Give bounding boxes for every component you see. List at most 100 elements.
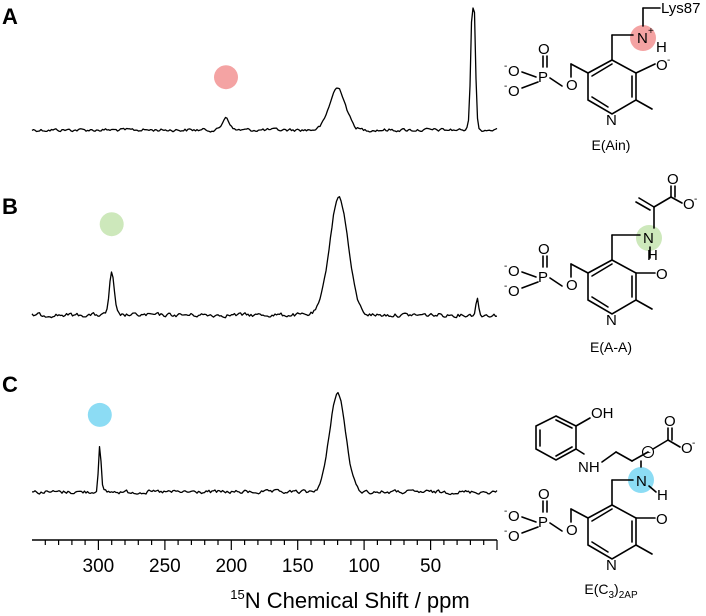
structure-a-ring: [587, 59, 637, 115]
structure-c-o-right-charge: -: [692, 438, 695, 449]
structure-b-h-label: H: [647, 247, 658, 264]
structure-a-bond-op: [549, 77, 563, 87]
structure-a-bond-methyl: [635, 99, 653, 110]
structure-c-n-label: N: [636, 473, 647, 490]
spectrum-panel-c: [32, 391, 498, 496]
structure-b-ring-double: [591, 296, 609, 308]
structure-c-bond-ch2a: [601, 451, 617, 463]
spectrum-panel-b: [31, 196, 498, 319]
peak-marker-a: [214, 65, 238, 90]
spectra-group: [31, 7, 498, 496]
x-tick-label: 200: [215, 556, 247, 577]
x-tick-label: 300: [83, 556, 115, 577]
panel-letter-b: B: [2, 194, 18, 219]
structure-b-bond-op: [549, 277, 563, 287]
structure-c-caption-sub2: 2AP: [619, 590, 638, 601]
structure-c-po-bottom-charge: -: [504, 526, 507, 537]
structure-c-oh-label: OH: [591, 405, 614, 422]
spectrum-panel-a: [31, 7, 498, 133]
structure-b-ester-o: O: [566, 277, 578, 294]
panel-letter-a: A: [2, 4, 18, 29]
structure-c-highlight: [628, 467, 654, 493]
structure-b-o-right: O: [683, 196, 695, 213]
structure-c-po-left: O: [508, 508, 520, 525]
structure-a-ester-o: O: [566, 77, 578, 94]
structure-a-caption: E(Ain): [592, 137, 631, 153]
structure-c-bond-ch2o: [570, 508, 589, 519]
structure-b-o-top: O: [667, 171, 679, 188]
structure-a-po-left-charge: -: [504, 61, 507, 72]
structure-a-lys-label: Lys87: [661, 0, 700, 17]
structure-b-po-bottom: O: [508, 283, 520, 300]
structure-c-p-label: P: [538, 514, 548, 531]
structure-b-ring: [587, 259, 637, 315]
structure-c-po-left-charge: -: [504, 506, 507, 517]
panel-letter-c: C: [2, 372, 18, 397]
structure-c-bond-oh: [575, 417, 591, 427]
x-tick-label: 250: [149, 556, 181, 577]
structure-c-ring: [587, 504, 637, 560]
structure-a-po-left: O: [508, 63, 520, 80]
structure-b-po-top: O: [538, 241, 550, 258]
structure-b: N O O - H O N O P O O - O - E(A-A): [504, 171, 697, 355]
peak-marker-c: [87, 402, 112, 427]
structure-a-n-label: N: [637, 30, 648, 47]
structure-c-bond-po-left: [521, 516, 537, 523]
x-axis-title-text: N Chemical Shift / ppm: [245, 588, 470, 613]
structure-b-po-bottom-charge: -: [504, 281, 507, 292]
structure-b-caption: E(A-A): [590, 339, 632, 355]
structure-c: OH NH − O O - N H O N O P O: [504, 405, 695, 601]
structure-a: Lys87 N + H O - N O P O O - O - E(Ain): [504, 0, 700, 153]
spectrum-line-a: [31, 7, 498, 133]
structure-c-carbanion-charge: −: [645, 448, 651, 459]
structure-a-bond-po-left: [521, 71, 537, 78]
structure-c-h-label: H: [657, 487, 668, 504]
structure-c-ester-o: O: [566, 522, 578, 539]
structure-a-plus-label: +: [648, 26, 654, 37]
x-tick-group: [44, 540, 498, 550]
structure-a-bond-ch2o: [570, 63, 589, 74]
x-axis-title-superscript: 15: [230, 587, 244, 602]
structure-b-bond-ch2b: [635, 201, 651, 211]
structure-a-o-label: O: [656, 57, 668, 74]
structure-a-ring-double3: [591, 63, 613, 77]
structure-c-ring-double3: [591, 508, 613, 522]
structure-a-ring-n: N: [606, 112, 617, 129]
structure-b-n-label: N: [643, 230, 654, 247]
x-axis: 300 250 200 150 100 50 15N Chemical Shift / p…: [32, 539, 498, 613]
structure-c-po-top: O: [538, 486, 550, 503]
structure-a-bond-po-bottom: [521, 81, 539, 89]
structure-c-phenol-double3: [555, 419, 573, 429]
structure-b-p-label: P: [538, 269, 548, 286]
structure-c-carbanion-circle: [641, 445, 655, 459]
structure-b-bond-ch2o: [570, 263, 589, 274]
structure-c-o-label: O: [656, 511, 668, 528]
x-axis-title: 15N Chemical Shift / ppm: [230, 587, 469, 613]
structure-c-po-bottom: O: [508, 528, 520, 545]
structure-b-ring-n: N: [606, 312, 617, 329]
structure-c-bond-op: [549, 522, 563, 532]
structure-a-o-charge: -: [667, 55, 670, 66]
structure-b-o-label: O: [656, 266, 668, 283]
structure-c-bond-cc: [631, 451, 649, 462]
structure-c-caption: E(C3)2AP: [584, 581, 638, 601]
peak-marker-b: [99, 212, 124, 237]
spectrum-line-c: [32, 391, 498, 496]
x-tick-label: 100: [348, 556, 380, 577]
structure-a-p-label: P: [538, 69, 548, 86]
structure-a-bond-o: [635, 63, 656, 74]
structure-c-o-right: O: [681, 440, 693, 457]
structure-b-ring-double3: [591, 263, 613, 277]
structure-b-bond-po-left: [521, 271, 537, 278]
structure-b-po-left: O: [508, 263, 520, 280]
structure-c-bond-po-bottom: [521, 526, 539, 534]
spectrum-line-b: [31, 196, 498, 319]
structure-c-bond-cooh: [652, 439, 669, 450]
structure-c-phenol-ring: [535, 415, 577, 461]
structure-c-caption-main: E(C: [584, 581, 608, 597]
structure-c-ring-n: N: [606, 557, 617, 574]
structure-c-nh-label: NH: [578, 459, 600, 476]
structure-c-phenol-double2: [555, 446, 573, 457]
structure-c-o-top: O: [664, 413, 676, 430]
structure-b-bond-po-bottom: [521, 281, 539, 289]
